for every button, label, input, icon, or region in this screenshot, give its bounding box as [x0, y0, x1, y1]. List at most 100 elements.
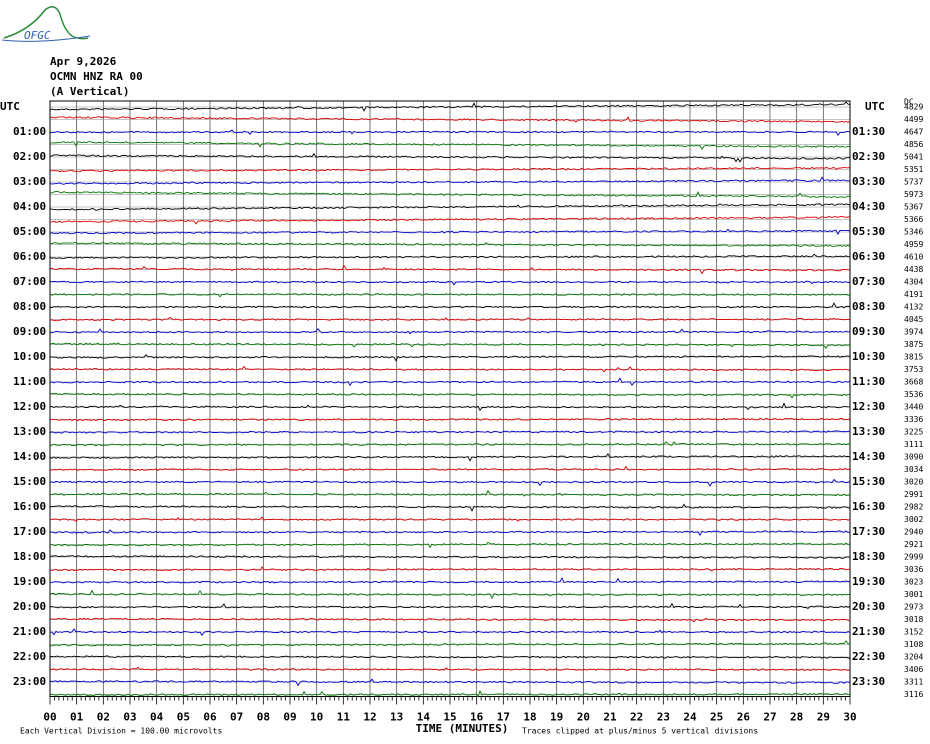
dc-value: 4856 — [904, 140, 923, 149]
left-label: 17:00 — [13, 525, 46, 538]
right-label: 19:30 — [852, 575, 885, 588]
dc-value: 3002 — [904, 515, 923, 524]
x-label: 00 — [43, 711, 56, 724]
dc-value: 3815 — [904, 353, 923, 362]
x-label: 24 — [683, 711, 697, 724]
trace — [49, 478, 851, 487]
component: (A Vertical) — [50, 85, 129, 98]
dc-value: 3036 — [904, 565, 923, 574]
trace — [49, 365, 851, 373]
left-label: 21:00 — [13, 625, 46, 638]
trace — [49, 566, 850, 572]
trace — [49, 689, 851, 698]
x-label: 30 — [843, 711, 856, 724]
left-label: 05:00 — [13, 225, 46, 238]
right-label: 17:30 — [852, 525, 885, 538]
x-label: 28 — [790, 711, 803, 724]
dc-value: 3108 — [904, 640, 923, 649]
dc-value: 3536 — [904, 390, 923, 399]
left-label: 10:00 — [13, 350, 46, 363]
logo-swoosh — [1, 35, 91, 42]
trace — [49, 152, 850, 163]
trace — [49, 417, 851, 422]
right-label: 21:30 — [852, 625, 885, 638]
dc-value: 3753 — [904, 365, 923, 374]
x-label: 03 — [123, 711, 136, 724]
dc-value: 3116 — [904, 690, 923, 699]
dc-value: 4829 — [904, 103, 923, 112]
dc-value: 5737 — [904, 178, 923, 187]
right-label: 12:30 — [852, 400, 885, 413]
right-label: 09:30 — [852, 325, 885, 338]
x-label: 01 — [70, 711, 84, 724]
dc-value: 3090 — [904, 453, 923, 462]
right-label: 10:30 — [852, 350, 885, 363]
left-label: 11:00 — [13, 375, 46, 388]
trace — [49, 327, 851, 335]
dc-value: 3336 — [904, 415, 923, 424]
dc-value: 5367 — [904, 203, 923, 212]
left-label: 12:00 — [13, 400, 46, 413]
dc-value: 2991 — [904, 490, 923, 499]
left-label: 14:00 — [13, 450, 46, 463]
x-label: 23 — [657, 711, 670, 724]
x-label: 14 — [417, 711, 431, 724]
footer-right: Traces clipped at plus/minus 5 vertical … — [522, 727, 758, 736]
x-label: 04 — [150, 711, 164, 724]
dc-value: 3406 — [904, 665, 923, 674]
dc-value: 2982 — [904, 503, 923, 512]
dc-value: 3034 — [904, 465, 923, 474]
trace — [49, 242, 851, 247]
trace — [49, 203, 851, 211]
dc-value: 3152 — [904, 628, 923, 637]
trace — [49, 377, 851, 387]
right-label: 13:30 — [852, 425, 885, 438]
trace — [49, 264, 851, 275]
dc-value: 4304 — [904, 278, 923, 287]
x-label: 13 — [390, 711, 403, 724]
station: OCMN HNZ RA 00 — [50, 70, 143, 83]
left-label: 18:00 — [13, 550, 46, 563]
x-label: 22 — [630, 711, 643, 724]
dc-value: 5346 — [904, 228, 923, 237]
date: Apr 9,2026 — [50, 55, 117, 68]
right-label: 16:30 — [852, 500, 885, 513]
x-label: 11 — [337, 711, 351, 724]
right-label: 20:30 — [852, 600, 885, 613]
right-header: UTC — [865, 100, 885, 113]
right-label: 03:30 — [852, 175, 885, 188]
x-label: 15 — [443, 711, 456, 724]
trace — [49, 166, 851, 173]
left-label: 02:00 — [13, 150, 46, 163]
right-label: 08:30 — [852, 300, 885, 313]
dc-value: 2940 — [904, 528, 923, 537]
x-title: TIME (MINUTES) — [416, 722, 509, 735]
x-label: 08 — [257, 711, 270, 724]
trace — [49, 628, 851, 637]
dc-value: 3974 — [904, 328, 923, 337]
right-label: 23:30 — [852, 675, 885, 688]
trace — [49, 302, 851, 309]
dc-value: 3668 — [904, 378, 923, 387]
trace — [49, 640, 851, 647]
x-label: 18 — [523, 711, 536, 724]
dc-value: 3311 — [904, 678, 923, 687]
trace — [50, 216, 851, 225]
dc-value: 3111 — [904, 440, 923, 449]
left-label: 23:00 — [13, 675, 46, 688]
dc-value: 4647 — [904, 128, 923, 137]
trace — [49, 555, 851, 559]
x-label: 20 — [577, 711, 590, 724]
trace — [49, 577, 851, 584]
left-label: 09:00 — [13, 325, 46, 338]
trace — [49, 655, 851, 659]
x-label: 12 — [363, 711, 376, 724]
right-label: 04:30 — [852, 200, 885, 213]
dc-value: 4610 — [904, 253, 923, 262]
x-label: 26 — [737, 711, 751, 724]
trace — [49, 354, 851, 362]
right-label: 15:30 — [852, 475, 885, 488]
dc-value: 2921 — [904, 540, 923, 549]
trace — [49, 293, 851, 298]
